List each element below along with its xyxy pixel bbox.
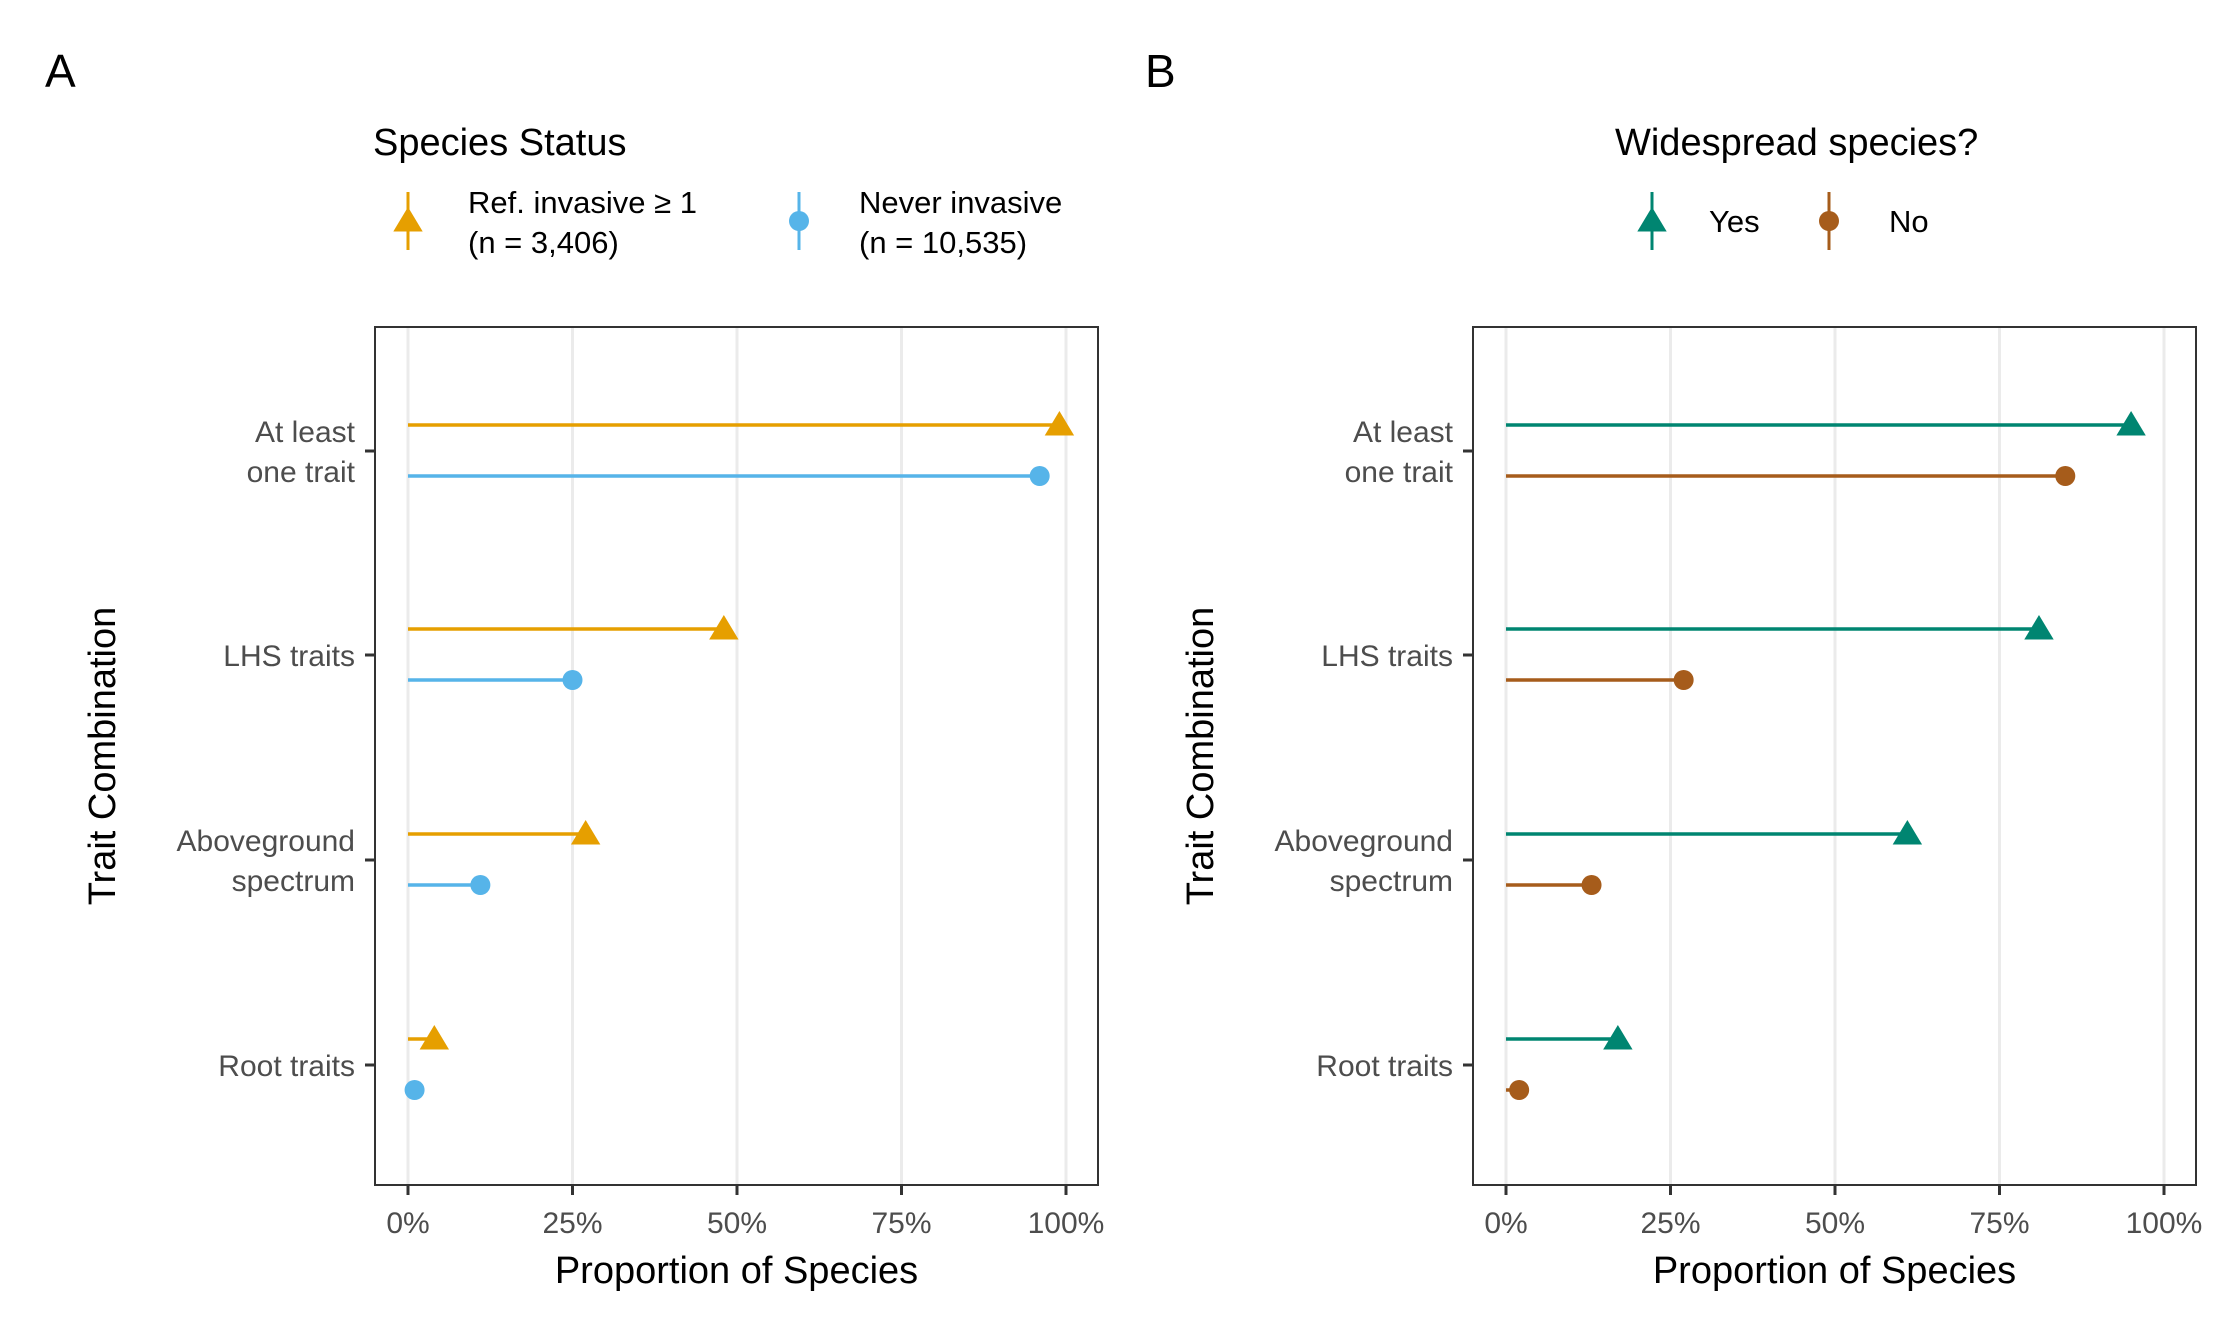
legend: Widespread species? Yes No — [1615, 122, 1978, 250]
data-point-circle — [2055, 466, 2076, 486]
x-tick-label: 0% — [386, 1207, 429, 1240]
legend-key-circle — [789, 211, 809, 231]
x-tick-label: 25% — [542, 1207, 602, 1240]
panel-b: B Widespread species? Yes No At least one tra… — [1145, 45, 2202, 1292]
data-point-triangle — [1892, 820, 1923, 845]
y-tick-label: spectrum — [232, 865, 355, 898]
data-point-triangle — [570, 820, 601, 845]
panel-a: A Species Status Ref. invasive ≥ 1 (n = 3,4… — [45, 45, 1104, 1292]
legend-key-triangle — [393, 207, 423, 232]
y-tick-label: one trait — [247, 456, 356, 489]
data-point-circle — [1029, 466, 1050, 486]
data-point-circle — [1509, 1080, 1530, 1100]
data-marks — [1506, 411, 2146, 1100]
y-tick-label: Aboveground — [1275, 825, 1453, 858]
data-marks — [404, 411, 1075, 1100]
legend-label: Ref. invasive ≥ 1 — [468, 185, 697, 220]
x-tick-label: 0% — [1484, 1207, 1527, 1240]
legend-label: Never invasive — [859, 185, 1062, 220]
legend-label: No — [1889, 204, 1929, 239]
y-axis-title: Trait Combination — [1180, 607, 1222, 906]
y-tick-label: At least — [255, 416, 356, 449]
data-point-triangle — [1044, 411, 1075, 436]
legend-item: Yes — [1637, 192, 1760, 250]
y-tick-label: LHS traits — [223, 640, 355, 673]
y-tick-label: Root traits — [218, 1050, 355, 1083]
data-point-circle — [562, 670, 583, 690]
data-point-circle — [1581, 875, 1602, 895]
x-tick-label: 75% — [871, 1207, 931, 1240]
legend-item: Ref. invasive ≥ 1 (n = 3,406) — [393, 185, 697, 260]
data-point-circle — [470, 875, 491, 895]
y-tick-label: At least — [1353, 416, 1454, 449]
legend-title: Widespread species? — [1615, 122, 1978, 164]
legend-item: Never invasive (n = 10,535) — [789, 185, 1062, 260]
legend-title: Species Status — [373, 122, 626, 164]
data-point-triangle — [2116, 411, 2146, 436]
y-tick-label: Aboveground — [177, 825, 355, 858]
data-point-triangle — [2024, 615, 2054, 640]
data-point-circle — [1673, 670, 1694, 690]
y-tick-label: spectrum — [1330, 865, 1453, 898]
legend: Species Status Ref. invasive ≥ 1 (n = 3,40… — [373, 122, 1062, 260]
data-point-triangle — [709, 615, 739, 640]
y-axis-title: Trait Combination — [82, 607, 124, 906]
data-point-circle — [404, 1080, 425, 1100]
data-point-triangle — [1603, 1025, 1633, 1050]
gridlines — [1504, 327, 2166, 1185]
x-tick-label: 100% — [1028, 1207, 1105, 1240]
legend-label: (n = 3,406) — [468, 225, 619, 260]
panel-tag: A — [45, 45, 76, 97]
legend-key-circle — [1819, 211, 1839, 231]
x-tick-label: 100% — [2126, 1207, 2203, 1240]
x-axis-title: Proportion of Species — [555, 1250, 918, 1292]
legend-item: No — [1819, 192, 1929, 250]
gridlines — [406, 327, 1068, 1185]
legend-label: (n = 10,535) — [859, 225, 1027, 260]
y-tick-label: LHS traits — [1321, 640, 1453, 673]
legend-key-triangle — [1637, 207, 1667, 232]
x-tick-label: 75% — [1969, 1207, 2029, 1240]
y-tick-label: one trait — [1345, 456, 1454, 489]
x-tick-label: 50% — [707, 1207, 767, 1240]
panel-tag: B — [1145, 45, 1176, 97]
data-point-triangle — [419, 1025, 450, 1050]
x-axis-title: Proportion of Species — [1653, 1250, 2016, 1292]
x-tick-label: 50% — [1805, 1207, 1865, 1240]
y-tick-label: Root traits — [1316, 1050, 1453, 1083]
x-tick-label: 25% — [1640, 1207, 1700, 1240]
legend-label: Yes — [1709, 204, 1760, 239]
